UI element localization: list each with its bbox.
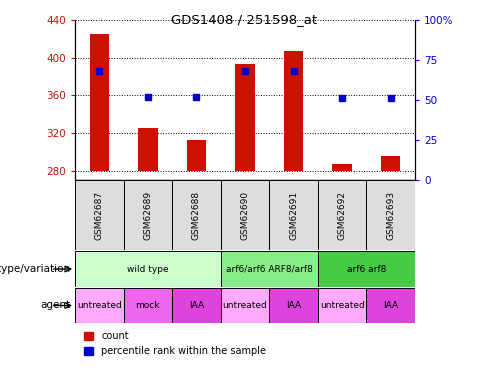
Bar — [235, 64, 255, 171]
FancyBboxPatch shape — [75, 288, 123, 323]
Bar — [187, 141, 206, 171]
FancyBboxPatch shape — [269, 180, 318, 250]
Text: IAA: IAA — [189, 301, 204, 310]
Bar — [90, 34, 109, 171]
Text: GSM62690: GSM62690 — [241, 190, 249, 240]
Text: GSM62688: GSM62688 — [192, 190, 201, 240]
Text: arf6 arf8: arf6 arf8 — [347, 264, 386, 273]
Text: GSM62689: GSM62689 — [143, 190, 152, 240]
FancyBboxPatch shape — [221, 180, 269, 250]
Bar — [381, 156, 401, 171]
Text: GSM62692: GSM62692 — [338, 190, 346, 240]
Text: GSM62687: GSM62687 — [95, 190, 104, 240]
Text: mock: mock — [136, 301, 160, 310]
Bar — [332, 164, 352, 171]
Text: GSM62691: GSM62691 — [289, 190, 298, 240]
Text: untreated: untreated — [77, 301, 122, 310]
FancyBboxPatch shape — [318, 251, 415, 287]
Bar — [284, 51, 303, 171]
Text: IAA: IAA — [286, 301, 301, 310]
FancyBboxPatch shape — [318, 180, 366, 250]
Legend: count, percentile rank within the sample: count, percentile rank within the sample — [80, 327, 270, 360]
FancyBboxPatch shape — [366, 288, 415, 323]
FancyBboxPatch shape — [318, 288, 366, 323]
FancyBboxPatch shape — [172, 288, 221, 323]
Bar — [138, 128, 158, 171]
Text: agent: agent — [40, 300, 70, 310]
Text: IAA: IAA — [383, 301, 398, 310]
Text: untreated: untreated — [320, 301, 365, 310]
FancyBboxPatch shape — [123, 180, 172, 250]
FancyBboxPatch shape — [269, 288, 318, 323]
FancyBboxPatch shape — [172, 180, 221, 250]
FancyBboxPatch shape — [75, 180, 123, 250]
Text: genotype/variation: genotype/variation — [0, 264, 70, 274]
FancyBboxPatch shape — [221, 288, 269, 323]
FancyBboxPatch shape — [75, 251, 221, 287]
Text: GDS1408 / 251598_at: GDS1408 / 251598_at — [171, 13, 317, 26]
FancyBboxPatch shape — [366, 180, 415, 250]
Text: GSM62693: GSM62693 — [386, 190, 395, 240]
FancyBboxPatch shape — [221, 251, 318, 287]
FancyBboxPatch shape — [123, 288, 172, 323]
Text: untreated: untreated — [223, 301, 267, 310]
Text: arf6/arf6 ARF8/arf8: arf6/arf6 ARF8/arf8 — [226, 264, 313, 273]
Text: wild type: wild type — [127, 264, 169, 273]
